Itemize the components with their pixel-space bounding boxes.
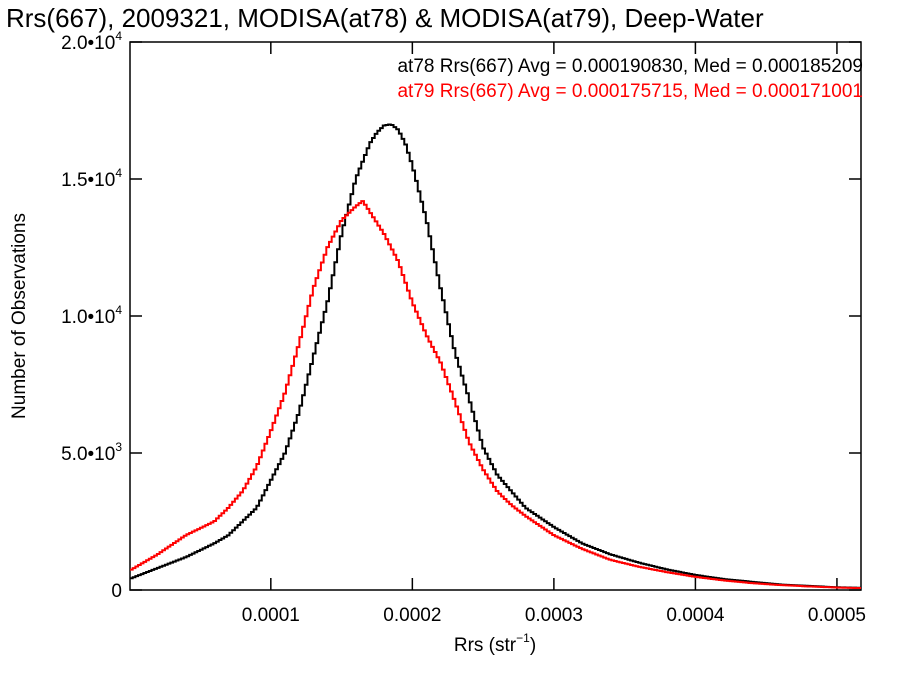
series-layer bbox=[130, 123, 861, 590]
y-tick-label: 1.5•104 bbox=[61, 166, 122, 191]
y-tick-mantissa: 0 bbox=[111, 581, 122, 602]
x-axis-label-main: Rrs (str bbox=[454, 635, 517, 656]
x-tick-label: 0.0004 bbox=[666, 605, 725, 626]
legend-entry-at79: at79 Rrs(667) Avg = 0.000175715, Med = 0… bbox=[397, 81, 863, 102]
x-tick-label: 0.0001 bbox=[242, 605, 300, 626]
y-tick-mantissa: 1.5•10 bbox=[61, 170, 115, 191]
x-tick-label: 0.0002 bbox=[383, 605, 441, 626]
y-tick-mantissa: 5.0•10 bbox=[61, 444, 115, 465]
y-tick-exponent: 4 bbox=[115, 303, 122, 317]
chart-title: Rrs(667), 2009321, MODISA(at78) & MODISA… bbox=[6, 3, 764, 33]
y-tick-exponent: 4 bbox=[115, 29, 122, 43]
legend-entry-at78: at78 Rrs(667) Avg = 0.000190830, Med = 0… bbox=[397, 56, 863, 77]
x-tick-label: 0.0005 bbox=[808, 605, 866, 626]
x-axis-ticks: 0.0001 0.0002 0.0003 0.0004 0.0005 bbox=[242, 42, 866, 626]
x-axis-label-exp: −1 bbox=[516, 631, 530, 645]
series-at78-line bbox=[130, 123, 861, 589]
y-tick-exponent: 4 bbox=[115, 166, 122, 180]
y-tick-label: 1.0•104 bbox=[61, 303, 122, 328]
series-at79-line bbox=[130, 200, 861, 590]
y-tick-exponent: 3 bbox=[115, 440, 122, 454]
y-tick-label: 2.0•104 bbox=[61, 29, 122, 54]
y-tick-label: 5.0•103 bbox=[61, 440, 122, 465]
x-axis-label: Rrs (str−1) bbox=[454, 631, 536, 656]
y-tick-mantissa: 2.0•10 bbox=[61, 33, 115, 54]
y-tick-mantissa: 1.0•10 bbox=[61, 307, 115, 328]
y-axis-label: Number of Observations bbox=[9, 213, 30, 419]
plot-frame bbox=[129, 41, 862, 591]
x-tick-label: 0.0003 bbox=[525, 605, 583, 626]
y-tick-label: 0 bbox=[111, 581, 122, 602]
x-axis-label-suffix: ) bbox=[530, 635, 536, 656]
